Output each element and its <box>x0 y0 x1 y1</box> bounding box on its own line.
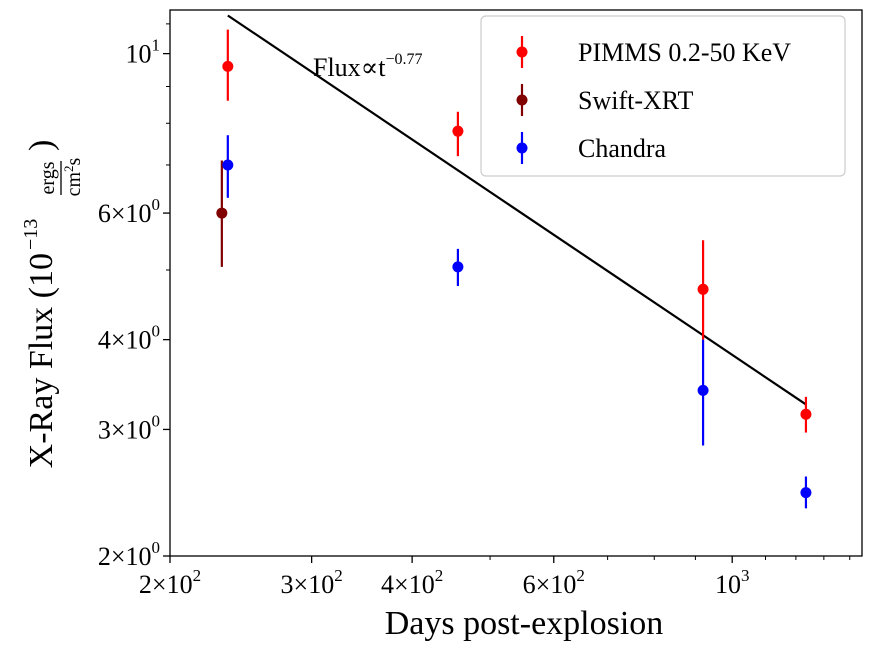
data-point-swift-xrt <box>216 207 228 219</box>
x-axis-title: Days post-explosion <box>385 605 664 642</box>
x-tick-label-mantissa: 2×10 <box>139 570 193 599</box>
y-axis-title-unit-numerator: ergs <box>37 161 59 194</box>
fit-line-group <box>227 14 807 406</box>
legend-box <box>480 15 846 177</box>
major-ticks: 2×102 3×102 4×102 6×102 1032×1003×1004×1006×… <box>98 36 750 599</box>
fit-line <box>227 14 807 406</box>
y-tick-label-exponent: 0 <box>152 195 161 214</box>
legend-label-swift-xrt: Swift-XRT <box>578 86 694 115</box>
x-tick-label-mantissa: 10 <box>715 570 741 599</box>
data-point-chandra <box>452 261 464 273</box>
y-tick-label-exponent: 1 <box>152 36 161 55</box>
legend-marker-swift-xrt <box>516 94 528 106</box>
plot-area <box>169 9 863 557</box>
y-tick-label: 2×100 <box>98 538 160 571</box>
legend-marker-pimms-0-2-50-kev <box>516 46 528 58</box>
x-tick-label-mantissa: 4×10 <box>381 570 435 599</box>
y-axis-title-close-paren: ) <box>23 140 60 151</box>
data-point-chandra <box>697 384 709 396</box>
plot-frame <box>169 9 863 557</box>
x-tick-label: 4×102 <box>381 566 443 599</box>
x-tick-label-mantissa: 6×10 <box>523 570 577 599</box>
legend-label-chandra: Chandra <box>578 134 667 163</box>
data-point-chandra <box>800 487 812 499</box>
y-tick-label-exponent: 0 <box>152 411 161 430</box>
y-tick-label: 4×100 <box>98 322 160 355</box>
y-axis-title-exponent: −13 <box>20 219 42 250</box>
data-point-pimms-0-2-50-kev <box>452 125 464 137</box>
data-point-pimms-0-2-50-kev <box>222 60 234 72</box>
data-point-chandra <box>222 159 234 171</box>
fit-annotation: Flux∝t−0.77 <box>313 51 423 82</box>
x-tick-label: 2×102 <box>139 566 201 599</box>
data-points <box>216 29 812 509</box>
y-tick-label-mantissa: 10 <box>126 40 152 69</box>
x-tick-label-exponent: 2 <box>576 566 585 585</box>
y-tick-label-exponent: 0 <box>152 322 161 341</box>
minor-ticks <box>166 23 851 560</box>
y-tick-label-mantissa: 4×10 <box>98 326 152 355</box>
x-tick-label: 103 <box>715 566 750 599</box>
x-tick-label-exponent: 2 <box>193 566 202 585</box>
y-tick-label-mantissa: 6×10 <box>98 199 152 228</box>
data-point-pimms-0-2-50-kev <box>697 283 709 295</box>
x-tick-label-mantissa: 3×10 <box>281 570 335 599</box>
legend: PIMMS 0.2-50 KeV Swift-XRT Chandra <box>480 15 846 177</box>
y-tick-label-mantissa: 2×10 <box>98 542 152 571</box>
y-tick-label: 6×100 <box>98 195 160 228</box>
x-tick-label: 6×102 <box>523 566 585 599</box>
data-point-pimms-0-2-50-kev <box>800 408 812 420</box>
x-tick-label: 3×102 <box>281 566 343 599</box>
x-tick-label-exponent: 2 <box>334 566 343 585</box>
y-tick-label: 3×100 <box>98 411 160 444</box>
y-axis-title-main: X-Ray Flux (10 <box>23 253 60 468</box>
y-tick-label-mantissa: 3×10 <box>98 415 152 444</box>
x-tick-label-exponent: 3 <box>741 566 750 585</box>
x-tick-label-exponent: 2 <box>435 566 444 585</box>
y-axis-title-unit-denominator: cm2s <box>61 157 85 196</box>
legend-marker-chandra <box>516 142 528 154</box>
y-tick-label-exponent: 0 <box>152 538 161 557</box>
legend-label-pimms-0-2-50-kev: PIMMS 0.2-50 KeV <box>578 38 791 67</box>
y-axis-title: X-Ray Flux (10 −13 ergs cm2s ) <box>20 140 85 469</box>
y-tick-label: 101 <box>126 36 161 69</box>
